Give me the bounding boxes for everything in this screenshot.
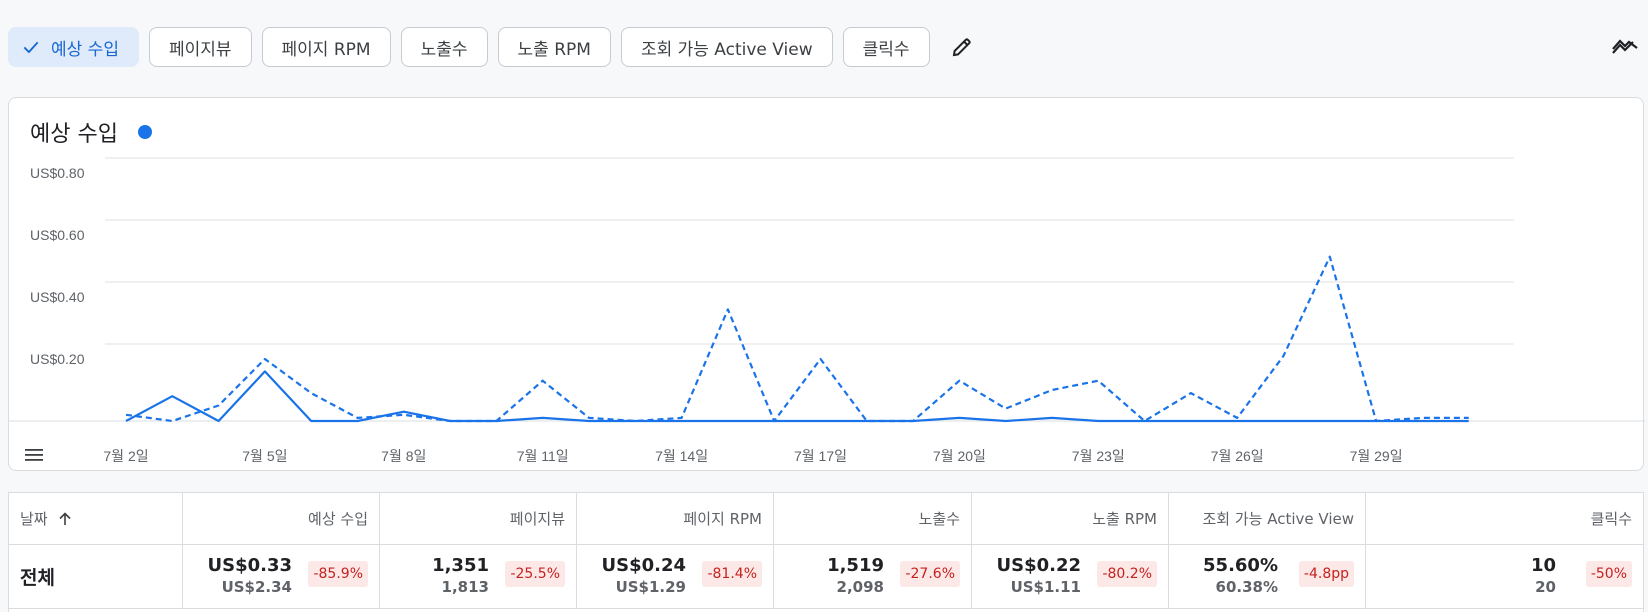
cell-impressions: 1,519 2,098 -27.6% [774,545,972,608]
current-value: US$0.33 [207,555,292,576]
table-header: 날짜 예상 수입 페이지뷰 페이지 RPM 노출수 노출 RPM 조회 가능 A… [9,493,1643,545]
column-header-label: 노출수 [918,510,960,528]
previous-value: US$2.34 [221,578,292,596]
change-badge: -81.4% [702,561,762,587]
column-header-label: 클릭수 [1590,510,1632,528]
chip-estimated-earnings[interactable]: 예상 수입 [8,27,139,67]
column-header-label: 날짜 [20,510,48,528]
chip-label: 페이지뷰 [168,39,232,60]
current-value: 10 [1530,555,1556,576]
chip-page-rpm[interactable]: 페이지 RPM [261,27,391,67]
y-tick-label: US$0.80 [30,165,85,181]
y-tick-label: US$0.40 [30,289,85,305]
change-badge: -50% [1585,561,1632,587]
chip-label: 조회 가능 Active View [640,39,813,60]
series-line-current [125,370,1469,423]
change-badge: -4.8pp [1298,561,1354,587]
legend-dot [137,125,152,139]
previous-value: US$1.11 [1010,578,1081,596]
column-header-pageviews[interactable]: 페이지뷰 [380,493,577,544]
edit-metrics-button[interactable] [946,31,978,63]
current-value: 55.60% [1203,555,1278,576]
change-badge: -85.9% [308,561,368,587]
x-tick-label: 7월 8일 [381,448,427,464]
cell-page-rpm: US$0.24 US$1.29 -81.4% [577,545,774,608]
column-header-label: 페이지 RPM [683,510,762,528]
cell-clicks: 10 20 -50% [1366,545,1643,608]
compare-trend-button[interactable] [1608,30,1642,64]
chart-title: 예상 수입 [30,116,152,148]
chip-clicks[interactable]: 클릭수 [842,27,930,67]
x-tick-label: 7월 23일 [1071,448,1125,464]
chip-label: 예상 수입 [51,39,119,60]
x-tick-label: 7월 26일 [1210,448,1264,464]
row-label: 전체 [9,545,183,608]
x-tick-label: 7월 5일 [242,448,288,464]
previous-value: 1,813 [441,578,489,596]
chart-title-text: 예상 수입 [30,122,118,147]
x-tick-label: 7월 29일 [1349,448,1403,464]
current-value: US$0.24 [601,555,686,576]
x-tick-label: 7월 11일 [516,448,569,464]
x-tick-label: 7월 2일 [103,448,149,464]
previous-value: 2,098 [836,578,884,596]
check-icon [23,41,39,54]
change-badge: -80.2% [1097,561,1157,587]
change-badge: -25.5% [505,561,565,587]
previous-value: 60.38% [1215,578,1278,596]
column-header-date[interactable]: 날짜 [9,493,183,544]
column-header-label: 페이지뷰 [509,510,565,528]
y-tick-label: US$0.20 [30,351,85,367]
column-header-earnings[interactable]: 예상 수입 [183,493,380,544]
chart-card: 예상 수입 US$0.20 US$0.40 US$0.60 US$0.80 7월 2일… [8,97,1645,471]
pencil-icon [952,38,971,57]
x-tick-label: 7월 20일 [932,448,986,464]
arrow-up-icon [59,511,71,525]
previous-value: 20 [1535,578,1556,596]
current-value: 1,351 [432,555,489,576]
column-header-active-view[interactable]: 조회 가능 Active View [1169,493,1366,544]
column-header-label: 예상 수입 [308,510,368,528]
column-header-label: 노출 RPM [1092,510,1157,528]
chip-label: 페이지 RPM [281,39,371,60]
change-badge: -27.6% [900,561,960,587]
cell-pageviews: 1,351 1,813 -25.5% [380,545,577,608]
column-header-clicks[interactable]: 클릭수 [1366,493,1643,544]
cell-active-view: 55.60% 60.38% -4.8pp [1169,545,1366,608]
chip-label: 클릭수 [862,39,910,60]
x-tick-label: 7월 17일 [793,448,848,464]
current-value: US$0.22 [996,555,1081,576]
metrics-table: 날짜 예상 수입 페이지뷰 페이지 RPM 노출수 노출 RPM 조회 가능 A… [8,492,1644,612]
metric-chips: 예상 수입 페이지뷰 페이지 RPM 노출수 노출 RPM 조회 가능 Acti… [8,27,978,67]
table-row-total: 전체 US$0.33 US$2.34 -85.9% 1,351 1,813 -25.… [9,545,1643,609]
cell-earnings: US$0.33 US$2.34 -85.9% [183,545,380,608]
table-view-icon[interactable] [23,446,45,464]
line-chart [9,157,1645,423]
chip-impressions[interactable]: 노출수 [400,27,488,67]
previous-value: US$1.29 [615,578,686,596]
trend-compare-icon [1612,39,1638,54]
chip-impression-rpm[interactable]: 노출 RPM [497,27,611,67]
column-header-impressions[interactable]: 노출수 [774,493,972,544]
cell-impression-rpm: US$0.22 US$1.11 -80.2% [972,545,1169,608]
y-tick-label: US$0.60 [30,227,85,243]
column-header-page-rpm[interactable]: 페이지 RPM [577,493,774,544]
chip-pageviews[interactable]: 페이지뷰 [148,27,252,67]
chip-active-view[interactable]: 조회 가능 Active View [620,27,833,67]
chip-label: 노출 RPM [517,39,591,60]
series-line-previous [125,255,1469,423]
column-header-label: 조회 가능 Active View [1202,510,1355,528]
current-value: 1,519 [827,555,884,576]
x-tick-label: 7월 14일 [655,448,709,464]
chip-label: 노출수 [420,39,468,60]
column-header-impression-rpm[interactable]: 노출 RPM [972,493,1169,544]
